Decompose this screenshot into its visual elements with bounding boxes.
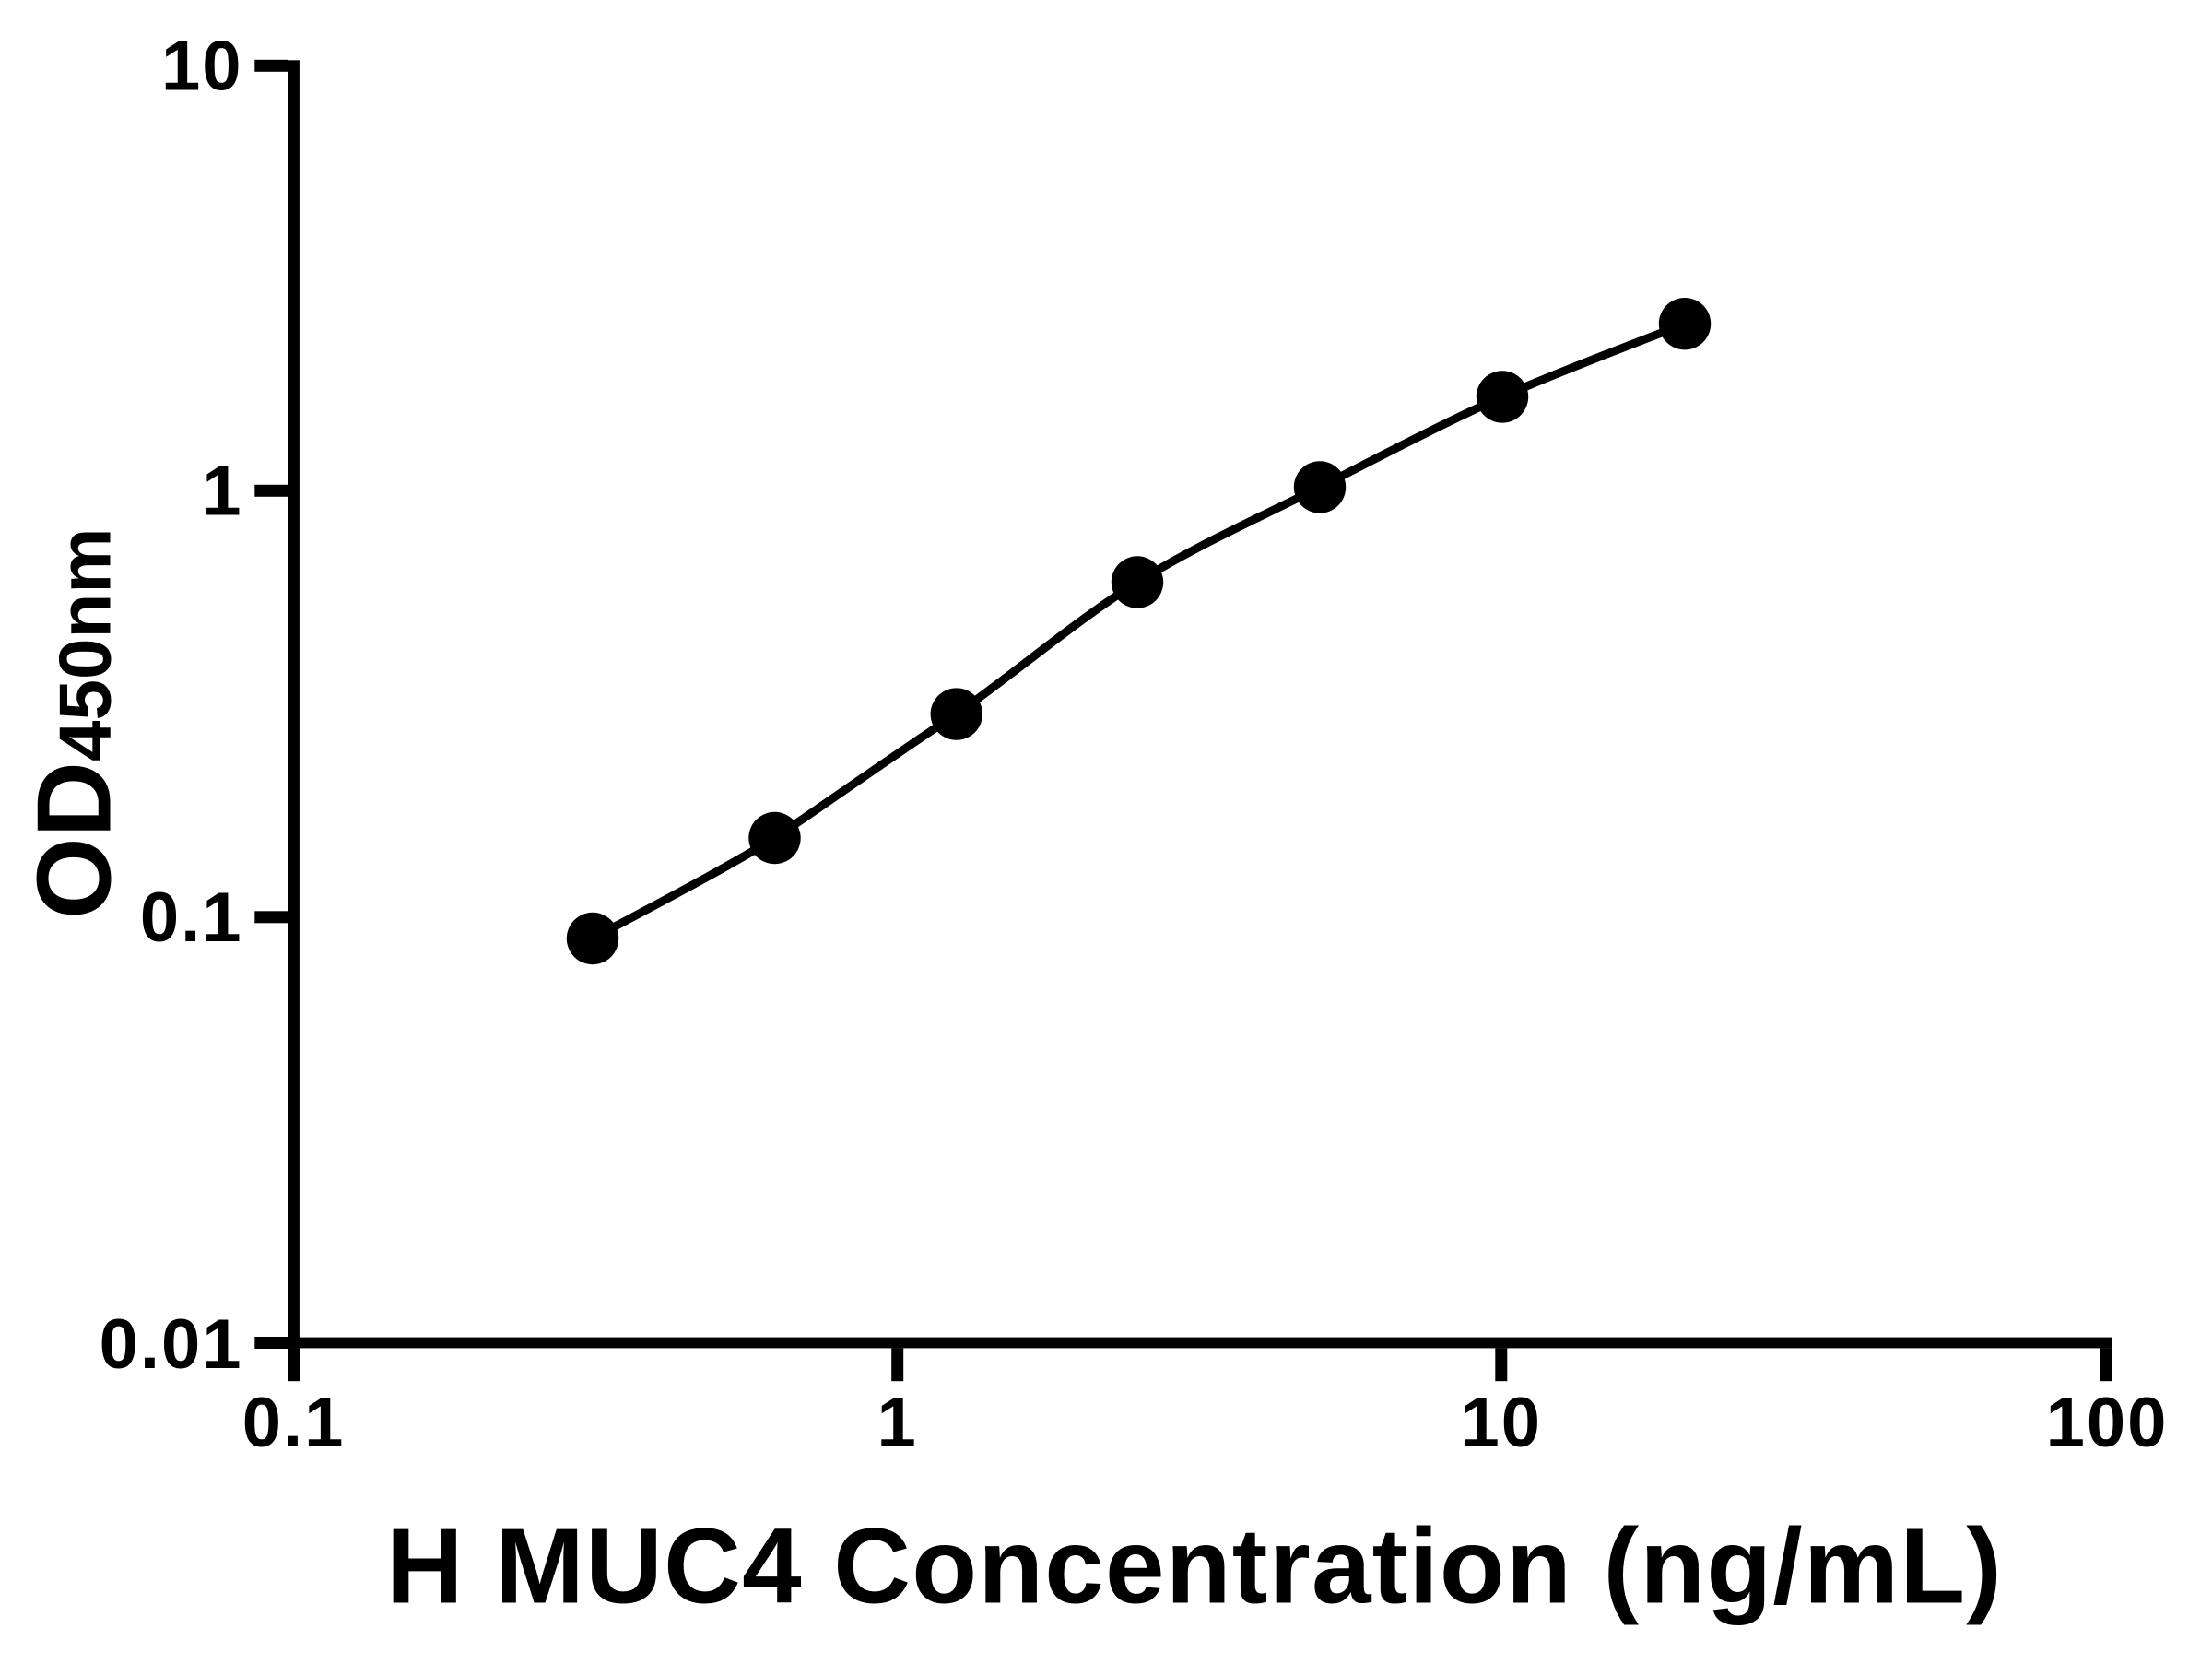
svg-text:H MUC4 Concentration (ng/mL): H MUC4 Concentration (ng/mL) — [386, 1506, 2003, 1626]
svg-text:0.1: 0.1 — [140, 879, 243, 957]
svg-text:1: 1 — [202, 452, 242, 530]
svg-text:10: 10 — [161, 27, 243, 105]
svg-text:10: 10 — [1461, 1384, 1543, 1462]
svg-text:0.01: 0.01 — [100, 1305, 243, 1384]
svg-text:100: 100 — [2046, 1384, 2169, 1462]
svg-text:0.1: 0.1 — [242, 1384, 346, 1462]
svg-text:1: 1 — [877, 1384, 918, 1462]
